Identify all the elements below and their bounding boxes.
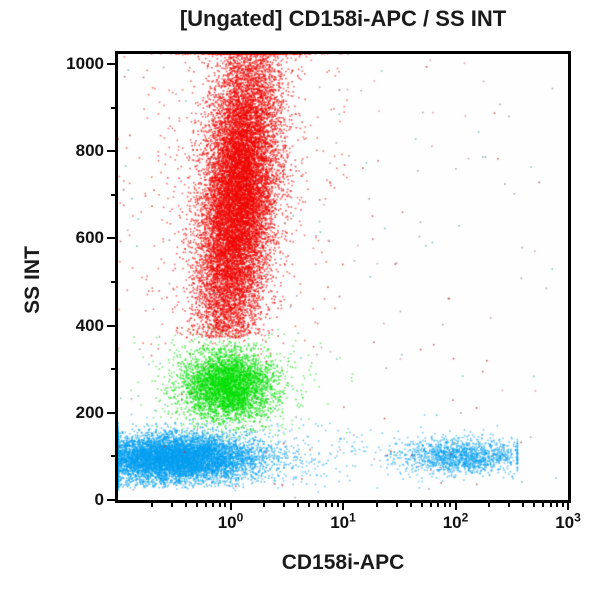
y-minor-tick [111,193,115,196]
x-minor-tick [195,503,198,507]
x-minor-tick [549,503,552,507]
x-minor-tick [488,503,491,507]
y-tick-label: 1000 [66,54,104,74]
y-minor-tick [111,368,115,371]
x-minor-tick [204,503,207,507]
y-tick-label: 400 [75,315,104,335]
x-minor-tick [522,503,525,507]
x-minor-tick [420,503,423,507]
y-major-tick [107,150,115,153]
x-minor-tick [443,503,446,507]
y-minor-tick [111,455,115,458]
x-tick-label: 103 [555,510,581,532]
x-minor-tick [324,503,327,507]
x-minor-tick [150,503,153,507]
x-minor-tick [317,503,320,507]
x-minor-tick [437,503,440,507]
scatter-canvas [118,54,568,500]
y-major-tick [107,411,115,414]
x-minor-tick [561,503,564,507]
x-minor-tick [508,503,511,507]
x-minor-tick [218,503,221,507]
y-major-tick [107,63,115,66]
y-tick-label: 0 [94,490,104,509]
x-minor-tick [542,503,545,507]
x-axis-label: CD158i-APC [281,551,405,574]
x-minor-tick [212,503,215,507]
x-major-tick [229,503,232,510]
x-minor-tick [283,503,286,507]
y-major-tick [107,324,115,327]
x-major-tick [454,503,457,510]
y-tick-label: 200 [75,402,104,422]
x-tick-label: 100 [217,510,244,532]
x-minor-tick [263,503,266,507]
x-minor-tick [297,503,300,507]
y-tick-label: 600 [75,228,104,248]
y-axis-label: SS INT [21,246,44,314]
x-major-tick [342,503,344,510]
x-minor-tick [375,503,378,507]
x-minor-tick [429,503,432,507]
x-minor-tick [409,503,412,507]
x-minor-tick [533,503,536,507]
x-minor-tick [224,503,227,507]
x-tick-label: 102 [442,510,469,532]
y-minor-tick [111,281,115,283]
y-minor-tick [111,106,115,109]
x-minor-tick [331,503,334,507]
y-major-tick [107,499,115,501]
plot-title: [Ungated] CD158i-APC / SS INT [179,6,507,31]
x-minor-tick [184,503,187,507]
plot-area-border [115,51,571,503]
y-major-tick [107,237,115,240]
x-minor-tick [308,503,311,507]
y-tick-label: 800 [75,141,104,161]
x-minor-tick [449,503,452,507]
x-major-tick [567,503,569,510]
x-minor-tick [556,503,559,507]
x-minor-tick [336,503,339,507]
x-minor-tick [170,503,173,507]
x-minor-tick [395,503,398,507]
x-tick-label: 101 [330,510,356,532]
